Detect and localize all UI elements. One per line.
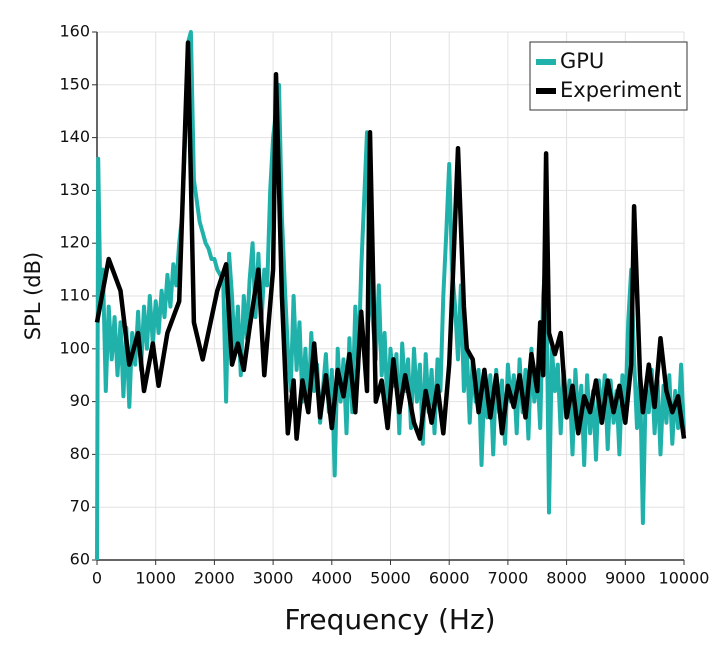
x-tick-label: 0 [92, 569, 102, 588]
x-tick-label: 5000 [370, 569, 411, 588]
legend: GPU Experiment [529, 41, 688, 111]
x-tick-label: 2000 [194, 569, 235, 588]
y-tick-label: 140 [59, 127, 90, 146]
y-tick-label: 60 [70, 550, 90, 569]
legend-label: Experiment [560, 78, 681, 102]
y-axis-title: SPL (dB) [21, 252, 45, 341]
x-tick-label: 8000 [546, 569, 587, 588]
y-tick-label: 150 [59, 74, 90, 93]
y-tick-label: 80 [70, 444, 90, 463]
x-tick-label: 1000 [135, 569, 176, 588]
series-line [94, 40, 687, 441]
y-tick-label: 130 [59, 180, 90, 199]
x-tick-label: 6000 [429, 569, 470, 588]
x-tick-label: 3000 [253, 569, 294, 588]
x-tick-label: 7000 [488, 569, 529, 588]
y-tick-label: 100 [59, 338, 90, 357]
y-tick-label: 110 [59, 286, 90, 305]
y-tick-label: 90 [70, 391, 90, 410]
x-tick-label: 9000 [605, 569, 646, 588]
y-tick-label: 120 [59, 233, 90, 252]
x-tick-label: 10000 [659, 569, 710, 588]
x-axis-title: Frequency (Hz) [284, 603, 495, 636]
legend-box [529, 41, 688, 111]
legend-label: GPU [560, 49, 604, 73]
x-tick-label: 4000 [311, 569, 352, 588]
y-tick-label: 160 [59, 22, 90, 41]
y-tick-label: 70 [70, 497, 90, 516]
